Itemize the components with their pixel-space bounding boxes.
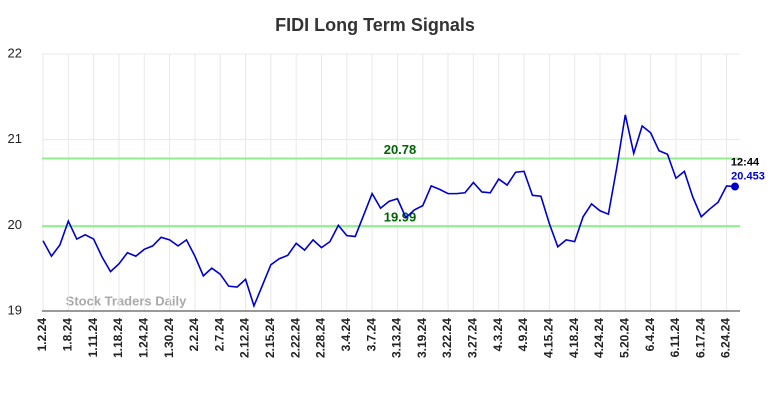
price-line [42, 114, 736, 309]
x-tick-label: 3.13.24 [390, 318, 404, 358]
x-tick-label: 3.4.24 [339, 318, 353, 352]
x-tick-label: 3.27.24 [466, 318, 480, 358]
x-tick-label: 1.18.24 [111, 318, 125, 358]
x-tick-label: 3.19.24 [415, 318, 429, 358]
y-tick-label: 20 [8, 217, 22, 232]
x-tick-label: 2.7.24 [212, 318, 226, 352]
last-time: 12:44 [731, 156, 760, 168]
x-tick-label: 3.7.24 [364, 318, 378, 352]
y-tick-label: 21 [8, 131, 22, 146]
x-tick-label: 2.2.24 [187, 318, 201, 352]
x-tick-label: 1.30.24 [162, 318, 176, 358]
x-tick-label: 2.12.24 [238, 318, 252, 358]
x-tick-label: 1.8.24 [60, 318, 74, 352]
x-tick-label: 4.9.24 [516, 318, 530, 352]
x-tick-label: 5.20.24 [617, 318, 631, 358]
x-tick-label: 2.15.24 [263, 318, 277, 358]
chart-title: FIDI Long Term Signals [275, 15, 475, 35]
y-tick-label: 22 [8, 45, 22, 60]
x-tick-label: 4.18.24 [567, 318, 581, 358]
x-tick-label: 4.3.24 [491, 318, 505, 352]
x-tick-label: 6.17.24 [693, 318, 707, 358]
last-value: 20.453 [731, 170, 765, 182]
reference-label: 20.78 [384, 142, 417, 157]
x-tick-label: 4.15.24 [542, 318, 556, 358]
x-tick-label: 2.22.24 [288, 318, 302, 358]
x-tick-label: 1.11.24 [86, 318, 100, 358]
reference-label: 19.99 [384, 210, 417, 225]
x-tick-label: 2.28.24 [314, 318, 328, 358]
x-tick-label: 6.11.24 [668, 318, 682, 358]
watermark: Stock Traders Daily [66, 293, 187, 308]
x-tick-label: 6.24.24 [719, 318, 733, 358]
x-tick-label: 1.2.24 [35, 318, 49, 352]
y-tick-label: 19 [8, 302, 22, 317]
x-tick-label: 6.4.24 [643, 318, 657, 352]
last-point [731, 182, 739, 191]
x-tick-label: 3.22.24 [440, 318, 454, 358]
x-tick-label: 1.24.24 [136, 318, 150, 358]
x-tick-label: 4.24.24 [592, 318, 606, 358]
